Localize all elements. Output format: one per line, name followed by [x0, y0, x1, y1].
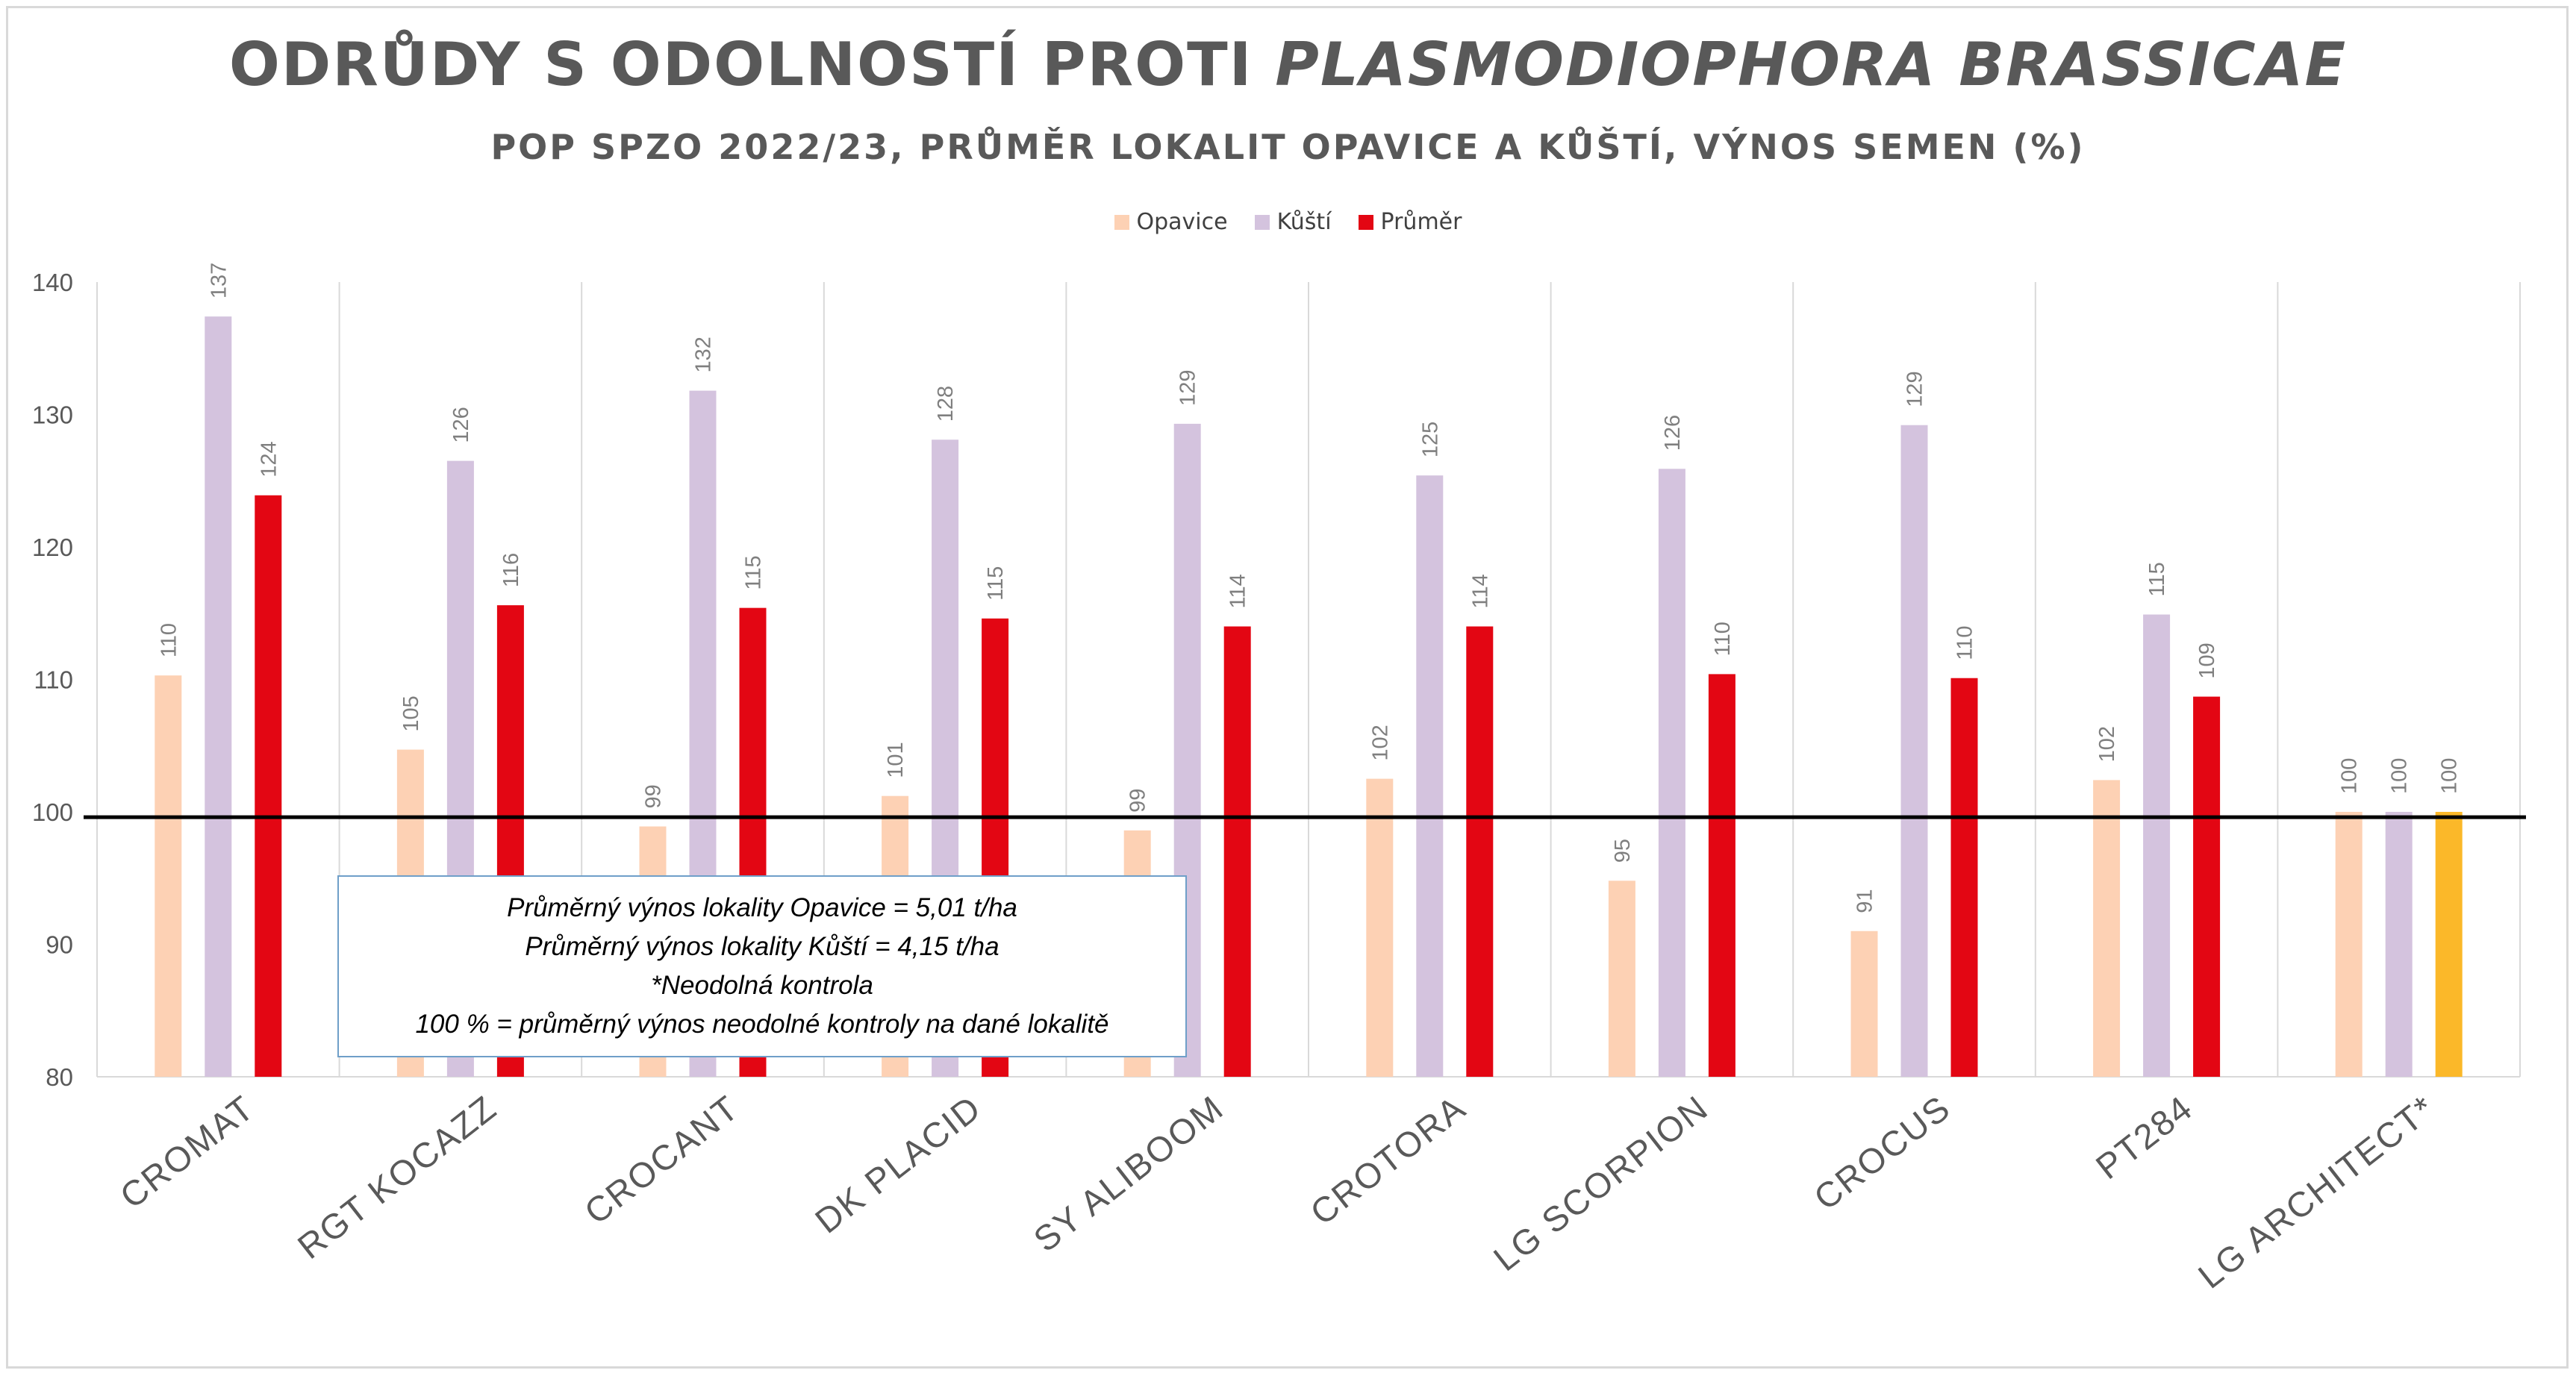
y-tick-label: 90: [46, 931, 73, 959]
category-label: DK PLACID: [808, 1087, 988, 1241]
bar-opavice: [1850, 931, 1878, 1077]
note-line-control: *Neodolná kontrola: [651, 971, 873, 1000]
data-label: 129: [1176, 370, 1200, 406]
category-label: CROMAT: [113, 1087, 262, 1216]
category-label: RGT KOCAZZ: [290, 1087, 504, 1266]
category-label: CROCANT: [577, 1087, 746, 1231]
category-label: CROCUS: [1806, 1087, 1958, 1218]
legend-label-kusti: Kůští: [1276, 209, 1332, 235]
bar-opavice: [1608, 881, 1635, 1077]
data-label: 115: [984, 566, 1008, 601]
data-label: 95: [1611, 839, 1635, 863]
bar-kusti: [1900, 425, 1928, 1077]
bar-opavice: [2093, 780, 2121, 1077]
bar-kusti: [2385, 812, 2413, 1077]
y-tick-label: 100: [32, 798, 73, 826]
bar-kusti: [1416, 475, 1444, 1077]
data-label: 115: [742, 555, 766, 590]
bar-opavice: [155, 675, 182, 1077]
data-label: 128: [934, 386, 958, 422]
legend-swatch-kusti: [1254, 214, 1270, 230]
data-label: 105: [399, 695, 423, 731]
bar-kusti: [2143, 614, 2171, 1077]
y-tick-label: 130: [32, 401, 73, 429]
data-label: 124: [257, 441, 281, 477]
data-label: 137: [207, 263, 231, 298]
bar-opavice: [2335, 812, 2363, 1077]
data-label: 110: [157, 623, 181, 657]
title-italic: PLASMODIOPHORA BRASSICAE: [1275, 30, 2348, 99]
data-label: 116: [499, 553, 523, 587]
bar-prumer: [1466, 626, 1494, 1077]
data-label: 129: [1903, 371, 1927, 407]
note-line-reference: 100 % = průměrný výnos neodolné kontroly…: [415, 1010, 1109, 1039]
bar-opavice: [1366, 778, 1394, 1077]
data-label: 126: [1661, 415, 1685, 451]
legend-label-opavice: Opavice: [1136, 209, 1228, 235]
data-label: 91: [1853, 889, 1877, 913]
chart-title: ODRŮDY S ODOLNOSTÍ PROTI PLASMODIOPHORA …: [0, 30, 2576, 99]
note-box: Průměrný výnos lokality Opavice = 5,01 t…: [337, 875, 1187, 1057]
y-tick-label: 110: [34, 666, 73, 694]
legend-item-opavice: Opavice: [1114, 209, 1228, 235]
note-line-opavice: Průměrný výnos lokality Opavice = 5,01 t…: [507, 893, 1017, 922]
bar-prumer: [1223, 626, 1251, 1077]
data-label: 100: [2338, 758, 2362, 794]
data-label: 132: [692, 337, 716, 372]
category-label: SY ALIBOOM: [1026, 1087, 1231, 1259]
data-label: 99: [642, 784, 666, 808]
bar-prumer: [2193, 696, 2221, 1077]
data-label: 109: [2195, 642, 2219, 678]
data-label: 114: [1468, 574, 1492, 608]
data-label: 102: [2095, 726, 2119, 762]
legend-swatch-opavice: [1114, 214, 1129, 230]
data-label: 100: [2388, 758, 2412, 794]
y-tick-label: 140: [32, 269, 73, 296]
category-label: LG ARCHITECT*: [2191, 1087, 2442, 1296]
legend-item-prumer: Průměr: [1358, 209, 1462, 235]
bar-prumer: [1950, 678, 1978, 1077]
legend: Opavice Kůští Průměr: [0, 209, 2576, 235]
chart-subtitle: POP SPZO 2022/23, PRŮMĚR LOKALIT OPAVICE…: [490, 127, 2086, 167]
data-label: 126: [449, 407, 473, 442]
y-tick-label: 120: [32, 534, 73, 561]
category-label: LG SCORPION: [1486, 1087, 1715, 1278]
data-label: 110: [1711, 622, 1735, 656]
bar-kusti: [1658, 469, 1685, 1077]
chart-frame: [6, 6, 2569, 1369]
bar-prumer: [1708, 674, 1735, 1077]
bar-prumer: [2435, 812, 2463, 1077]
title-plain: ODRŮDY S ODOLNOSTÍ PROTI: [228, 30, 1276, 99]
data-label: 100: [2438, 758, 2462, 794]
legend-swatch-prumer: [1358, 214, 1373, 230]
data-label: 101: [884, 742, 908, 778]
legend-item-kusti: Kůští: [1254, 209, 1332, 235]
note-line-kusti: Průměrný výnos lokality Kůští = 4,15 t/h…: [525, 932, 999, 961]
data-label: 99: [1126, 789, 1150, 813]
legend-label-prumer: Průměr: [1380, 209, 1462, 235]
data-label: 125: [1418, 422, 1442, 457]
data-label: 110: [1953, 625, 1977, 660]
data-label: 115: [2145, 562, 2169, 596]
y-tick-label: 80: [46, 1063, 73, 1091]
data-label: 114: [1226, 574, 1250, 608]
bar-prumer: [255, 495, 282, 1077]
data-label: 102: [1368, 725, 1392, 760]
category-label: PT284: [2089, 1087, 2201, 1186]
category-label: CROTORA: [1303, 1087, 1473, 1233]
bar-kusti: [205, 316, 232, 1077]
